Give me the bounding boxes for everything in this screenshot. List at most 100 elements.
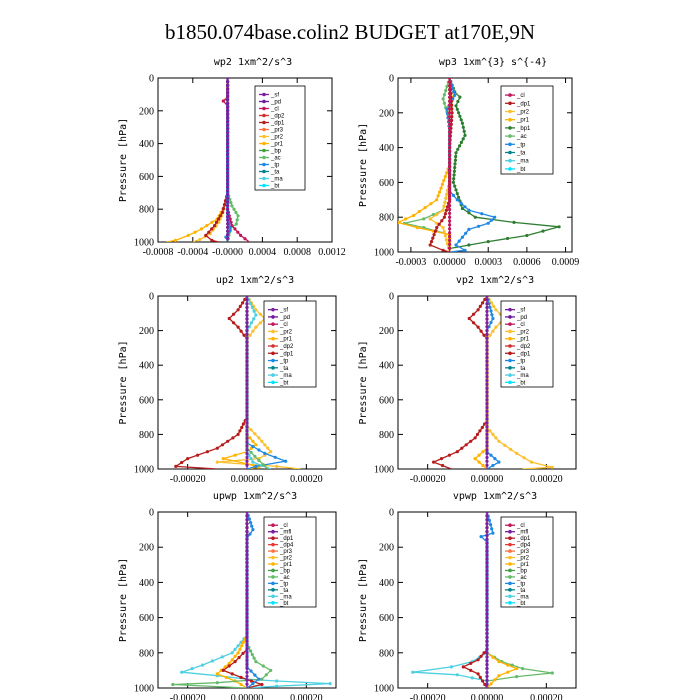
series-marker-tp — [284, 459, 288, 463]
series-marker-sf — [485, 336, 489, 340]
series-marker-bp1 — [452, 169, 456, 173]
legend-marker — [271, 351, 275, 356]
series-marker-pr2 — [257, 436, 261, 440]
legend-label: _pr2 — [516, 110, 530, 116]
series-marker-cl — [448, 149, 452, 154]
legend-marker — [508, 562, 512, 566]
series-marker-ac — [442, 93, 446, 97]
series-marker-pr1 — [238, 647, 242, 651]
series-marker-pr2 — [263, 443, 267, 447]
series-marker-pr2 — [260, 439, 264, 443]
series-marker-ma — [249, 302, 253, 306]
series-marker-mfl — [245, 619, 249, 624]
series-marker-mfl — [485, 623, 489, 628]
x-tick-label: 0.0006 — [513, 257, 541, 268]
y-axis-label: Pressure [hPa] — [118, 118, 129, 202]
series-marker-pr2 — [503, 443, 507, 447]
series-marker-pr2 — [442, 230, 446, 234]
series-marker-ma — [220, 655, 224, 659]
x-tick-label: 0.00020 — [290, 693, 323, 700]
series-marker-sf — [226, 138, 230, 142]
series-marker-pr2 — [215, 460, 219, 464]
series-marker-cl — [448, 78, 452, 80]
series-marker-mfl — [245, 608, 249, 612]
legend-marker — [271, 542, 275, 547]
series-marker-ac — [253, 454, 257, 458]
legend-marker — [271, 380, 275, 385]
x-tick-label: 0.00000 — [433, 257, 466, 268]
series-marker-tp — [459, 201, 463, 205]
legend-marker — [271, 588, 275, 592]
legend-marker — [508, 134, 512, 138]
series-marker-pr1 — [515, 667, 519, 671]
series-marker-pr1 — [173, 238, 177, 242]
series-marker-pr2 — [217, 220, 221, 224]
series-marker-dp1 — [174, 464, 178, 468]
series-marker-ma — [250, 305, 254, 309]
series-marker-pr2 — [248, 333, 252, 337]
series-marker-dp1 — [204, 233, 208, 237]
series-marker-ma — [249, 321, 253, 325]
series-marker-bp1 — [458, 114, 462, 118]
series-marker-dp1 — [476, 325, 480, 329]
series-marker-tp — [257, 448, 261, 452]
legend-label: _tp — [516, 142, 526, 148]
series-marker-dp1 — [239, 675, 243, 680]
series-marker-sf — [485, 359, 489, 363]
series-marker-sf — [245, 321, 249, 325]
series-marker-mfl — [485, 619, 489, 624]
series-marker-sf — [245, 432, 249, 436]
series-marker-dp1 — [213, 224, 217, 228]
legend-marker — [271, 529, 275, 534]
legend-marker — [508, 594, 512, 599]
series-marker-mfl — [485, 569, 489, 573]
y-tick-label: 200 — [379, 108, 394, 119]
series-marker-pr1 — [239, 682, 243, 687]
x-tick-label: 0.00000 — [471, 474, 504, 485]
legend-marker — [508, 523, 512, 528]
series-marker-ma — [254, 313, 258, 317]
series-marker-sf — [485, 309, 489, 313]
chart-panel-2: wp3 1xm^{3} s^{-4} Pressure [hPa] 0 200 400 6… — [358, 57, 579, 268]
series-marker-sf — [485, 425, 489, 429]
series-marker-cl — [448, 99, 452, 103]
legend-marker — [271, 581, 275, 586]
series-marker-dp1 — [238, 304, 242, 308]
series-marker-sf — [485, 305, 489, 310]
series-marker-bp1 — [460, 206, 464, 211]
series-marker-mfl — [485, 608, 489, 612]
legend-marker — [508, 568, 512, 573]
series-marker-sf — [245, 402, 249, 406]
series-marker-dp1 — [220, 210, 224, 215]
series-marker-cl — [448, 142, 452, 146]
legend-marker — [508, 529, 512, 534]
series-marker-dp1 — [439, 457, 444, 461]
series-marker-dp1 — [226, 439, 230, 443]
series-marker-pr2 — [251, 329, 255, 333]
series-marker-dp1 — [479, 329, 483, 333]
series-marker-mfl — [485, 592, 489, 596]
series-marker-bp1 — [541, 229, 545, 233]
series-marker-pr1 — [215, 672, 219, 676]
series-marker-ac — [235, 218, 239, 222]
series-marker-mfl — [485, 682, 489, 686]
series-marker-dp1 — [450, 115, 454, 119]
legend-marker — [262, 92, 266, 97]
series-marker-cl — [448, 138, 452, 142]
y-tick-label: 0 — [389, 292, 394, 303]
series-marker-pr1 — [224, 675, 228, 680]
series-marker-mfl — [245, 557, 249, 561]
series-marker-sf — [485, 296, 489, 298]
series-marker-cl — [448, 103, 452, 107]
series-marker-cl — [448, 118, 452, 123]
series-marker-mfl — [485, 674, 489, 678]
series-marker-dp1 — [238, 429, 242, 433]
legend-marker — [262, 99, 266, 104]
series-marker-dp1 — [442, 215, 446, 219]
series-marker-mfl — [245, 573, 249, 577]
legend-marker — [271, 322, 275, 326]
series-marker-cl — [448, 188, 452, 192]
series-marker-tp — [477, 224, 481, 228]
y-axis-label: Pressure [hPa] — [118, 340, 129, 424]
series-marker-ma — [210, 659, 214, 663]
